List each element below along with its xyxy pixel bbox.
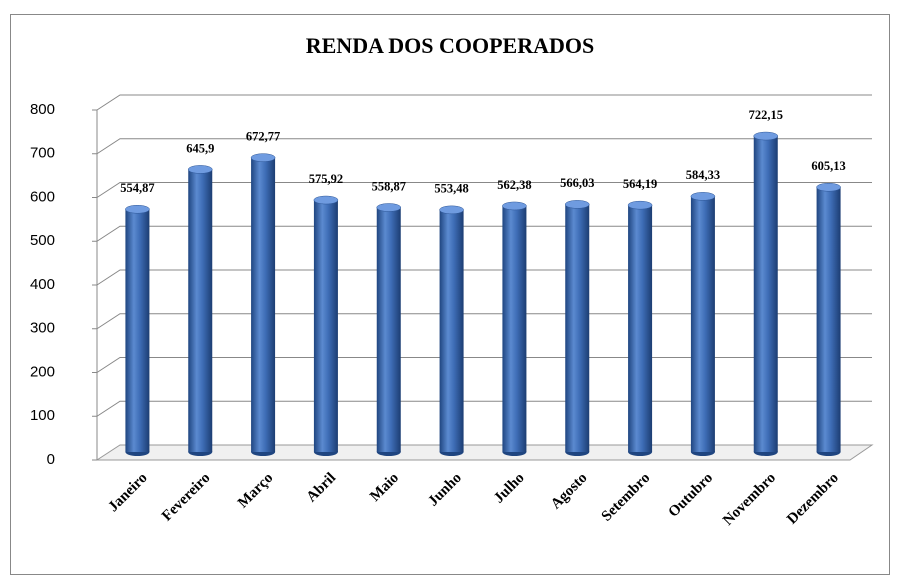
grid-line (96, 182, 872, 198)
value-label: 564,19 (623, 177, 657, 191)
y-tick-label: 100 (30, 407, 55, 424)
y-tick-label: 200 (30, 363, 55, 380)
value-label: 553,48 (434, 182, 468, 196)
grid-line (96, 357, 872, 373)
chart-title: RENDA DOS COOPERADOS (306, 33, 594, 58)
bar (816, 187, 841, 453)
grid-line (96, 138, 872, 155)
value-label: 558,87 (372, 179, 406, 193)
y-tick-label: 300 (30, 320, 55, 337)
bar-top (502, 201, 527, 211)
value-label: 672,77 (246, 130, 280, 144)
bar-top (565, 200, 590, 209)
value-label: 566,03 (560, 176, 594, 190)
bar-top (753, 131, 778, 141)
bar-top (439, 205, 464, 215)
bar-top (188, 165, 213, 174)
value-label: 554,87 (120, 181, 154, 195)
bar (628, 205, 653, 452)
value-label: 575,92 (309, 172, 343, 186)
bar (753, 136, 778, 452)
y-tick-label: 0 (47, 451, 55, 468)
y-tick-label: 500 (30, 232, 55, 249)
value-label: 645,9 (186, 141, 214, 155)
bar-top (250, 153, 276, 162)
y-tick-label: 800 (30, 101, 55, 118)
bar (188, 169, 213, 452)
grid-line (96, 313, 872, 330)
bar-top (376, 203, 401, 212)
bar (565, 204, 590, 452)
grid-line (96, 225, 872, 242)
value-label: 584,33 (686, 168, 720, 182)
grid-line (96, 269, 872, 286)
bar (690, 196, 715, 452)
grid-line (96, 400, 872, 417)
floor (95, 444, 874, 461)
bar-top (313, 195, 339, 205)
value-label: 722,15 (749, 108, 783, 122)
grid-line (96, 94, 872, 111)
y-tick-label: 600 (30, 188, 55, 205)
bar-top (627, 200, 653, 210)
value-label: 605,13 (811, 159, 845, 173)
bar (502, 205, 527, 452)
bar (439, 209, 464, 452)
y-tick-label: 700 (30, 145, 55, 162)
bar (376, 207, 401, 452)
bar-top (690, 192, 716, 201)
y-tick-label: 400 (30, 276, 55, 293)
bar (313, 200, 338, 452)
bar-top (816, 183, 841, 192)
bar (125, 209, 150, 452)
bar-top (125, 204, 150, 214)
value-label: 562,38 (497, 178, 531, 192)
bar (251, 157, 276, 452)
